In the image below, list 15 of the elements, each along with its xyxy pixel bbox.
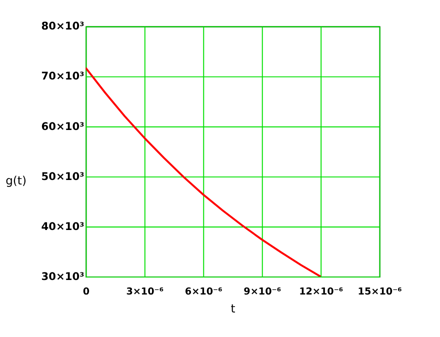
y-tick-label: 70×10³ xyxy=(41,70,85,83)
y-tick-label: 80×10³ xyxy=(41,20,85,33)
y-tick-label: 30×10³ xyxy=(41,270,85,283)
x-axis-title: t xyxy=(230,302,236,316)
line-series xyxy=(86,66,322,277)
x-tick-label: 6×10⁻⁶ xyxy=(184,286,222,298)
x-tick-label: 12×10⁻⁶ xyxy=(299,286,344,298)
y-axis-title: g(t) xyxy=(6,174,26,188)
y-tick-label: 60×10³ xyxy=(41,120,85,133)
y-tick-label: 50×10³ xyxy=(41,170,85,183)
x-tick-label: 3×10⁻⁶ xyxy=(126,286,164,298)
y-tick-label: 40×10³ xyxy=(41,220,85,233)
x-tick-label: 9×10⁻⁶ xyxy=(244,286,282,298)
x-tick-label: 0 xyxy=(82,286,90,298)
x-tick-label: 15×10⁻⁶ xyxy=(358,286,402,298)
